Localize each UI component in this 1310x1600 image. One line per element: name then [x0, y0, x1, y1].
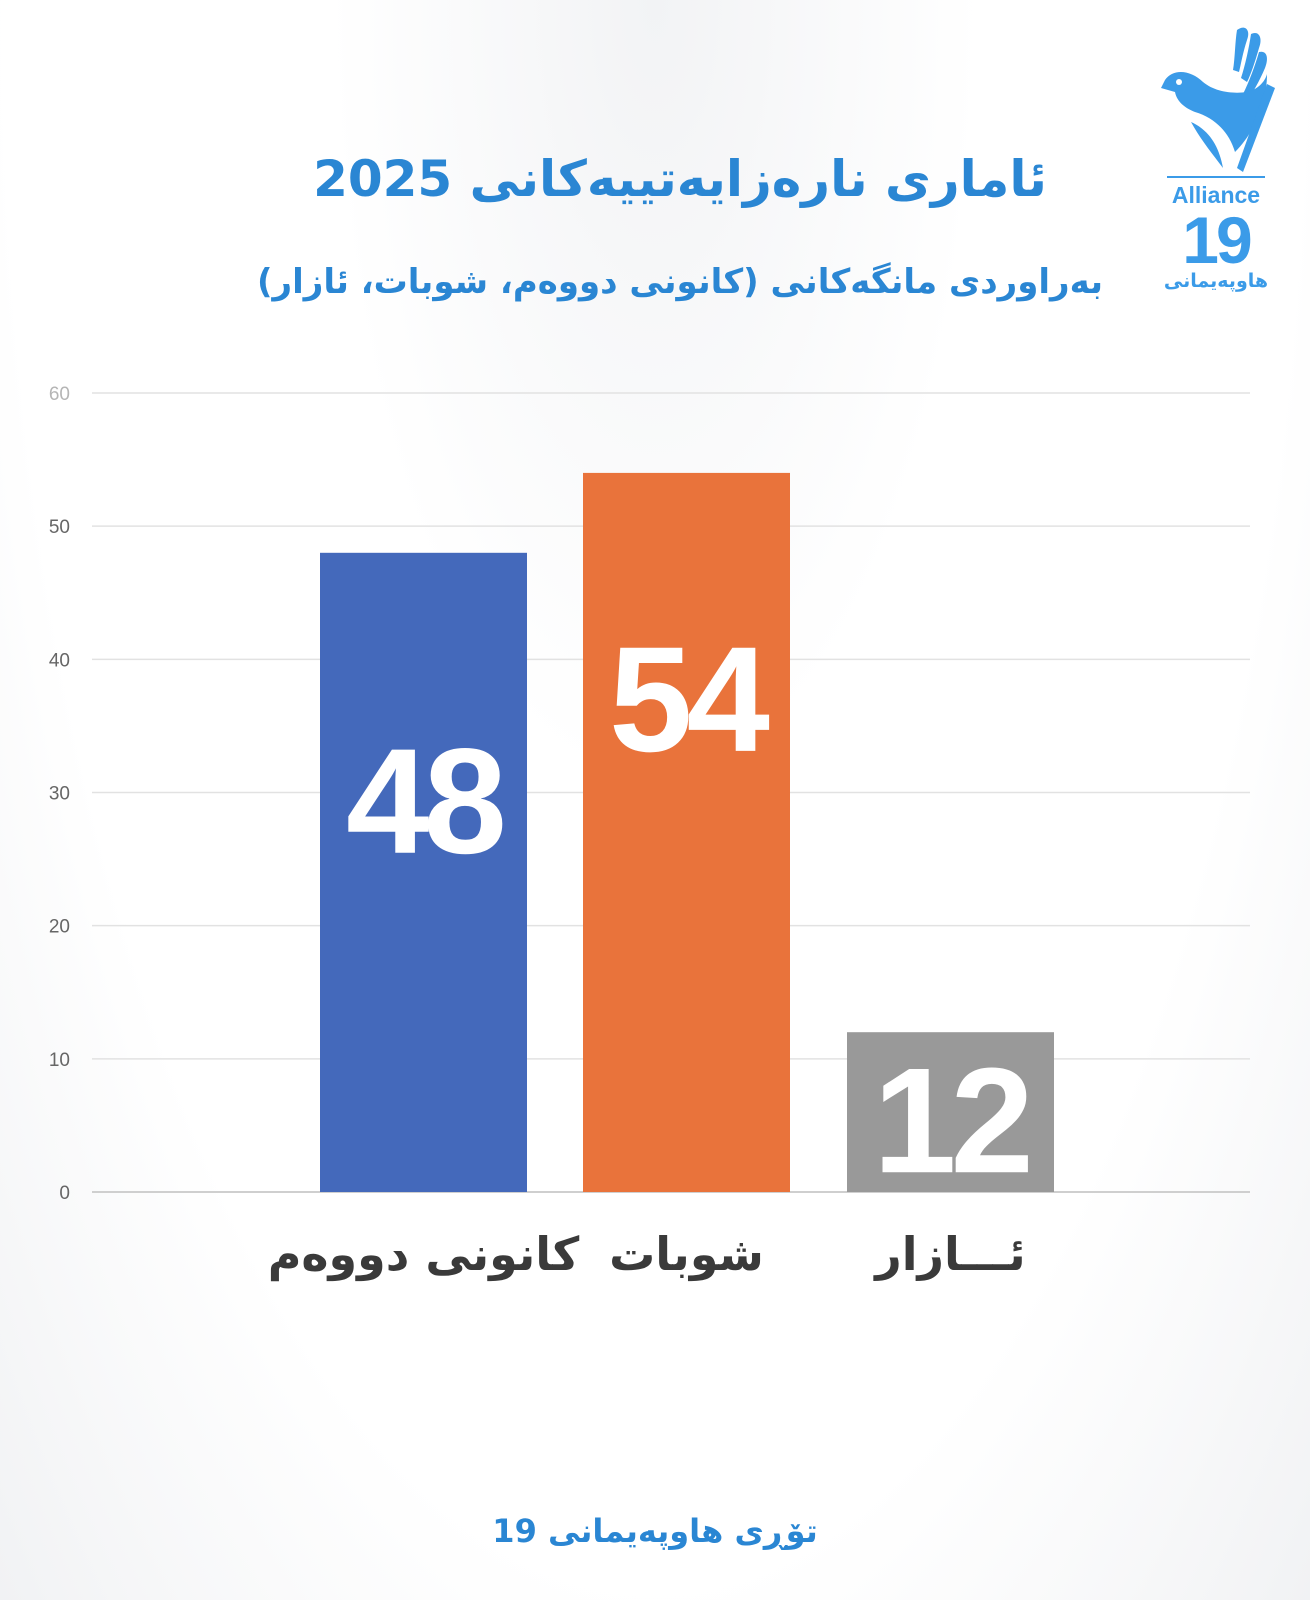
data-label: 54: [609, 615, 769, 783]
bar-3: [847, 1032, 1054, 1192]
y-tick-label: 0: [59, 1183, 70, 1204]
y-tick-label: 50: [49, 517, 70, 538]
y-tick-label: 30: [49, 784, 70, 805]
bar-2: [583, 472, 790, 1192]
bar-1: [320, 552, 527, 1192]
data-label: 48: [346, 717, 502, 885]
chart-subtitle: بەراوردی مانگەکانی (کانونی دووەم، شوبات،…: [257, 262, 1103, 302]
logo-number: 19: [1182, 203, 1252, 277]
alliance-19-logo: Alliance 19 هاوپەیمانی: [1155, 22, 1277, 302]
logo-text-en: Alliance: [1171, 182, 1261, 208]
y-tick-label: 10: [49, 1050, 70, 1071]
dove-hand-icon: [1161, 27, 1275, 178]
chart-title: ئاماری نارەزایەتییەکانی 2025: [313, 150, 1047, 208]
logo-text-ku: هاوپەیمانی: [1163, 270, 1269, 292]
x-category-label: شوبات: [609, 1227, 764, 1281]
footer-credit: تۆڕی هاوپەیمانی 19: [492, 1512, 818, 1550]
y-tick-label: 20: [49, 917, 70, 938]
data-label: 12: [873, 1036, 1028, 1204]
y-tick-label: 60: [49, 384, 70, 405]
y-tick-label: 40: [49, 650, 70, 671]
x-category-label: ئـــازار: [873, 1227, 1025, 1281]
x-category-label: کانونی دووەم: [268, 1227, 580, 1281]
